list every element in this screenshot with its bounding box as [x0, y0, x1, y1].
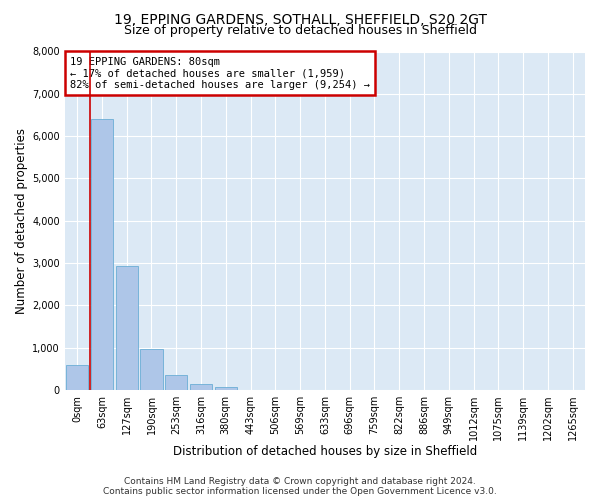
Text: 19 EPPING GARDENS: 80sqm
← 17% of detached houses are smaller (1,959)
82% of sem: 19 EPPING GARDENS: 80sqm ← 17% of detach… [70, 56, 370, 90]
Bar [91, 119, 113, 390]
X-axis label: Distribution of detached houses by size in Sheffield: Distribution of detached houses by size … [173, 444, 477, 458]
Bar [116, 266, 138, 390]
Bar [140, 350, 163, 390]
Y-axis label: Number of detached properties: Number of detached properties [15, 128, 28, 314]
Bar [165, 375, 187, 390]
Bar [215, 387, 237, 390]
Text: Contains HM Land Registry data © Crown copyright and database right 2024.
Contai: Contains HM Land Registry data © Crown c… [103, 476, 497, 496]
Text: Size of property relative to detached houses in Sheffield: Size of property relative to detached ho… [124, 24, 476, 37]
Bar [66, 364, 88, 390]
Bar [190, 384, 212, 390]
Text: 19, EPPING GARDENS, SOTHALL, SHEFFIELD, S20 2GT: 19, EPPING GARDENS, SOTHALL, SHEFFIELD, … [113, 12, 487, 26]
